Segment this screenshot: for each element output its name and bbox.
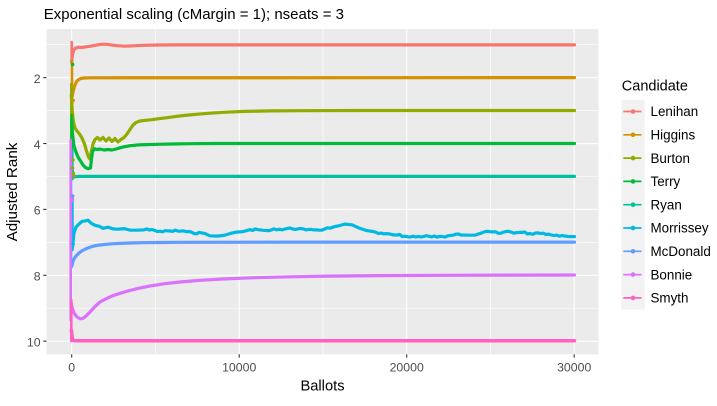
svg-text:8: 8 <box>34 270 41 284</box>
svg-text:4: 4 <box>34 138 41 152</box>
svg-text:Bonnie: Bonnie <box>651 267 693 282</box>
svg-text:Burton: Burton <box>651 151 690 166</box>
svg-text:10: 10 <box>27 335 41 349</box>
svg-text:Lenihan: Lenihan <box>651 104 699 119</box>
svg-text:20000: 20000 <box>390 361 424 375</box>
svg-text:McDonald: McDonald <box>651 244 711 259</box>
svg-text:Smyth: Smyth <box>651 291 689 306</box>
svg-text:Higgins: Higgins <box>651 128 696 143</box>
svg-text:30000: 30000 <box>557 361 591 375</box>
svg-text:Morrissey: Morrissey <box>651 221 709 236</box>
svg-text:6: 6 <box>34 204 41 218</box>
svg-text:Ryan: Ryan <box>651 197 682 212</box>
svg-text:2: 2 <box>34 72 41 86</box>
svg-text:Ballots: Ballots <box>300 379 344 395</box>
svg-text:Candidate: Candidate <box>622 79 688 95</box>
svg-text:Exponential scaling (cMargin =: Exponential scaling (cMargin = 1); nseat… <box>44 6 344 23</box>
svg-text:Terry: Terry <box>651 174 681 189</box>
svg-text:0: 0 <box>68 361 75 375</box>
svg-text:Adjusted Rank: Adjusted Rank <box>4 142 21 241</box>
svg-text:10000: 10000 <box>222 361 256 375</box>
